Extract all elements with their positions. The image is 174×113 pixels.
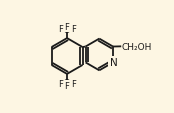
Text: F: F <box>65 81 69 90</box>
Text: F: F <box>71 79 76 88</box>
Text: F: F <box>65 23 69 32</box>
Text: N: N <box>110 58 117 68</box>
Text: CH₂OH: CH₂OH <box>122 42 152 51</box>
Text: F: F <box>58 79 63 88</box>
Text: F: F <box>58 25 63 34</box>
Text: F: F <box>71 25 76 34</box>
